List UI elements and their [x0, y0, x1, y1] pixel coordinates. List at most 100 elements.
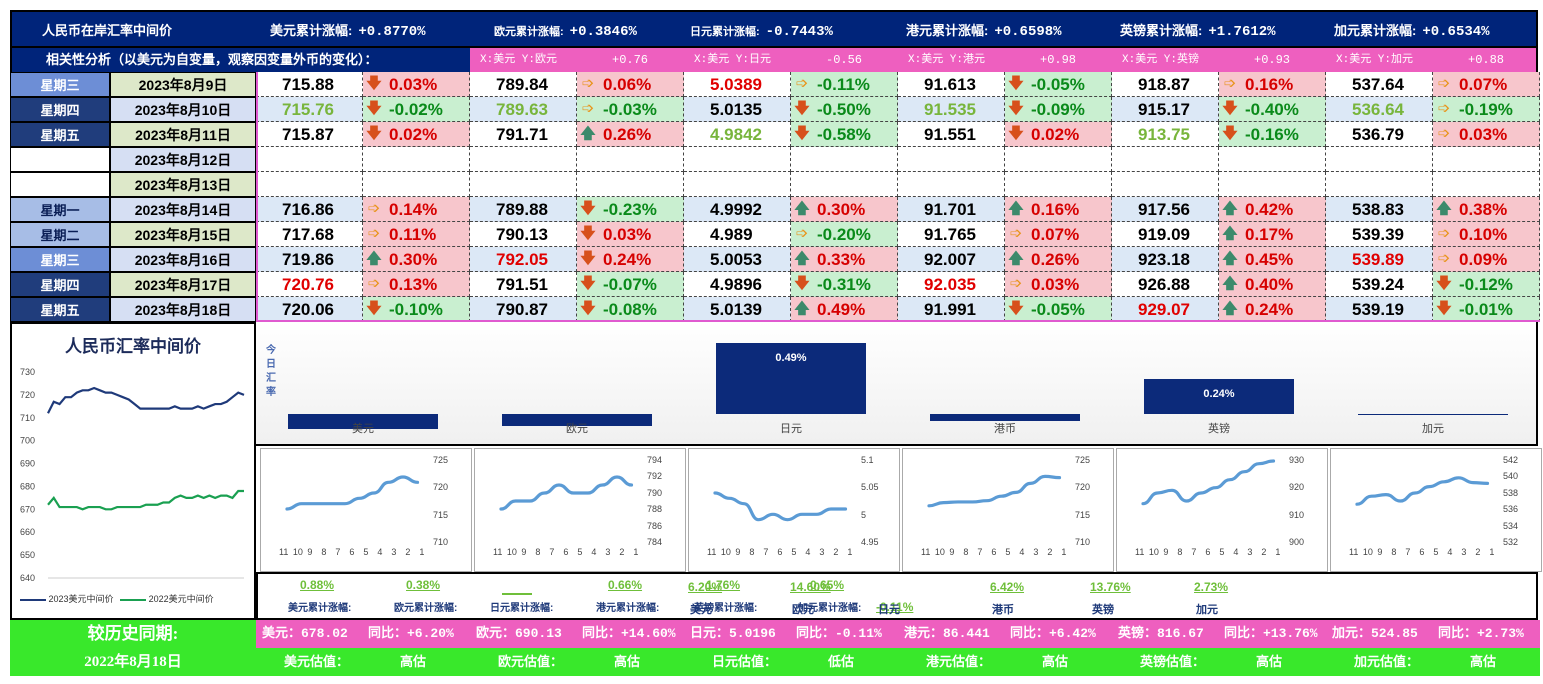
change-value: 0.40% [1245, 275, 1294, 294]
change-cell: 🡅 0.38% [1433, 197, 1540, 222]
change-value: 0.16% [1031, 200, 1080, 219]
y-tick-label: 720 [20, 390, 35, 400]
legend-2023: 2023美元中间价 [48, 594, 114, 604]
change-cell: 🡇 0.24% [577, 247, 684, 272]
change-cell: 🡇 -0.01% [1433, 297, 1540, 322]
change-value: 0.03% [1459, 125, 1508, 144]
cum-value-0: 0.88% [300, 578, 335, 592]
change-cell: ➩ 0.07% [1005, 222, 1112, 247]
x-ticks: 11 10 9 8 7 6 5 4 3 2 1 [1135, 547, 1281, 557]
arrow-down-icon: 🡇 [794, 275, 810, 292]
empty-cell [898, 172, 1005, 197]
rate-value: 719.86 [256, 247, 363, 272]
change-value: 0.02% [389, 125, 438, 144]
empty-cell [363, 172, 470, 197]
header-cum-value: +0.6534% [1422, 24, 1490, 40]
rate-value: 91.701 [898, 197, 1005, 222]
mini-chart-2: 5.1 5.05 5 4.95 11 10 9 8 7 6 5 4 3 2 1 [688, 448, 900, 572]
y-tick: 5 [861, 509, 867, 520]
y-tick-label: 660 [20, 527, 35, 537]
yoy-value-4: 13.76% [1090, 580, 1131, 594]
rate-value: 91.991 [898, 297, 1005, 322]
cum-label-4: 英镑累计涨幅: [694, 603, 758, 614]
cum-zero-line [502, 593, 532, 595]
rate-value: 929.07 [1112, 297, 1219, 322]
change-value: -0.05% [1031, 75, 1085, 94]
change-cell: ➩ 0.11% [363, 222, 470, 247]
weekday-cell: 星期三 [10, 247, 110, 272]
table-row: 星期一 2023年8月14日 716.86 ➩ 0.14% 789.88 🡇 -0.23% 4.… [10, 197, 1540, 222]
header-cum-label: 日元累计涨幅: [690, 26, 760, 38]
change-cell: ➩ 0.10% [1433, 222, 1540, 247]
header-cum-0: 美元累计涨幅: +0.8770% [270, 12, 426, 50]
history-current-0: 美元：678.02 [262, 626, 348, 641]
empty-cell [470, 147, 577, 172]
change-value: -0.16% [1245, 125, 1299, 144]
y-tick: 725 [1075, 455, 1091, 465]
change-value: -0.01% [1459, 300, 1513, 319]
change-cell: ➩ 0.06% [577, 72, 684, 97]
change-cell: 🡅 0.24% [1219, 297, 1326, 322]
rate-value: 716.86 [256, 197, 363, 222]
rate-value: 717.68 [256, 222, 363, 247]
change-value: 0.26% [603, 125, 652, 144]
chart-legend: 2023美元中间价 2022美元中间价 [20, 592, 214, 605]
y-tick: 710 [1075, 537, 1091, 547]
header-cum-value: +0.3846% [569, 24, 637, 40]
bar-5 [1358, 414, 1508, 416]
weekday-cell [10, 147, 110, 172]
bar-4 [1144, 379, 1294, 414]
empty-cell [1005, 172, 1112, 197]
change-value: -0.05% [1031, 300, 1085, 319]
change-value: -0.40% [1245, 100, 1299, 119]
history-yoy-1: 同比：+14.60% [582, 626, 676, 641]
arrow-down-icon: 🡇 [794, 100, 810, 117]
rate-value: 538.83 [1326, 197, 1433, 222]
change-value: -0.12% [1459, 275, 1513, 294]
arrow-right-icon: ➩ [367, 225, 381, 242]
history-row-2: 2022年8月18日 美元估值： 高估 欧元估值： 高估 日元估值： 低估 港元估值： 高估 英… [10, 648, 1540, 676]
change-value: -0.09% [1031, 100, 1085, 119]
header-cum-label: 美元累计涨幅: [270, 23, 353, 38]
yoy-value-5: 2.73% [1194, 580, 1229, 594]
header-cum-value: +0.6598% [994, 24, 1062, 40]
mini-chart-5: 542 540 538 536 534 532 11 10 9 8 7 6 5 4 3 2 … [1330, 448, 1542, 572]
arrow-right-icon: ➩ [581, 100, 595, 117]
arrow-up-icon: 🡅 [1436, 200, 1452, 217]
empty-cell [1433, 172, 1540, 197]
empty-cell [1326, 172, 1433, 197]
yoy-label-2: 日元 [878, 604, 900, 616]
arrow-right-icon: ➩ [367, 275, 381, 292]
yoy-label-4: 英镑 [1092, 604, 1114, 616]
arrow-up-icon: 🡅 [1222, 275, 1238, 292]
rate-value: 5.0139 [684, 297, 791, 322]
change-cell: 🡅 0.42% [1219, 197, 1326, 222]
arrow-down-icon: 🡇 [794, 125, 810, 142]
empty-cell [1112, 172, 1219, 197]
cum-label-2: 日元累计涨幅: [490, 603, 554, 614]
header-cum-value: +0.8770% [358, 24, 426, 40]
legend-2022-swatch [120, 598, 147, 601]
change-value: -0.02% [389, 100, 443, 119]
y-tick-label: 710 [20, 413, 35, 423]
y-tick: 794 [647, 455, 663, 465]
change-value: 0.30% [817, 200, 866, 219]
change-cell: 🡇 -0.31% [791, 272, 898, 297]
y-tick: 725 [433, 455, 449, 465]
mini-chart-svg [927, 474, 1062, 508]
correlation-bar: 相关性分析（以美元为自变量，观察因变量外币的变化）： X:美元 Y:欧元 +0.7… [10, 48, 1538, 72]
arrow-down-icon: 🡇 [580, 300, 596, 317]
history-yoy-4: 同比：+13.76% [1224, 626, 1318, 641]
date-cell: 2023年8月9日 [110, 72, 256, 97]
date-cell: 2023年8月10日 [110, 97, 256, 122]
change-value: -0.58% [817, 125, 871, 144]
today-rate-label: 今日汇率 [266, 345, 276, 398]
weekday-cell: 星期五 [10, 297, 110, 322]
history-est-3: 高估 [1042, 654, 1069, 669]
change-cell: 🡅 0.26% [1005, 247, 1112, 272]
empty-cell [1219, 172, 1326, 197]
arrow-up-icon: 🡅 [366, 250, 382, 267]
arrow-down-icon: 🡇 [1008, 75, 1024, 92]
change-value: 0.17% [1245, 225, 1294, 244]
arrow-up-icon: 🡅 [794, 250, 810, 267]
